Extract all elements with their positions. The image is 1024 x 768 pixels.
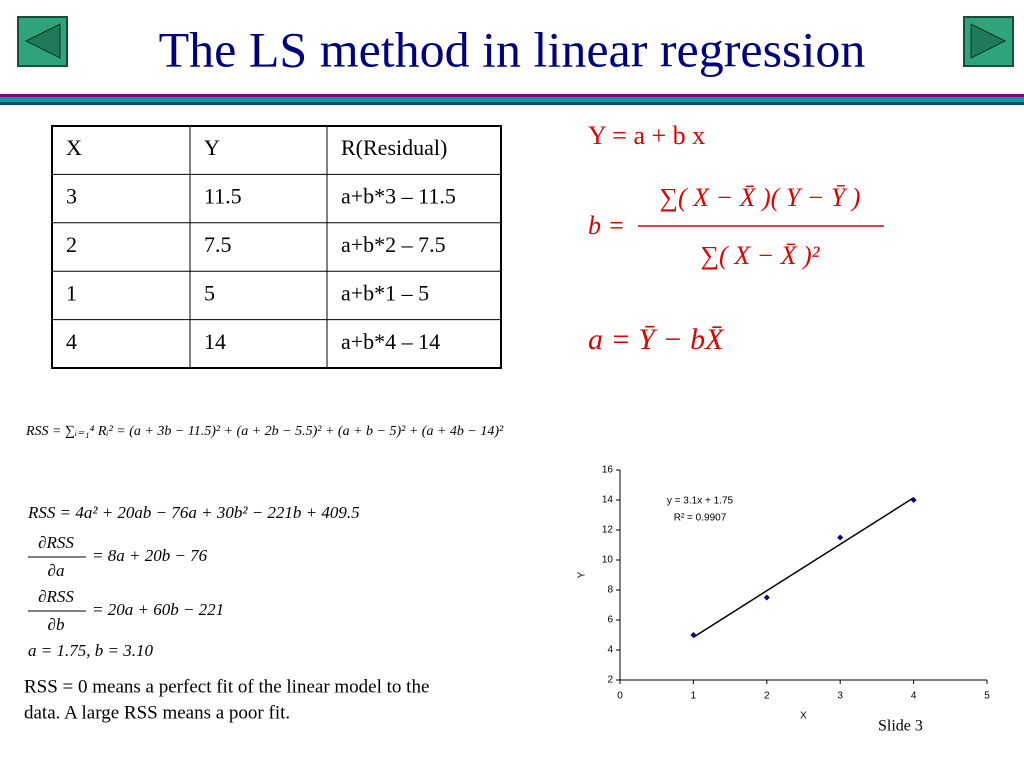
table-header: X bbox=[66, 135, 82, 160]
formula: ∂RSS bbox=[38, 533, 74, 552]
trendline-label: y = 3.1x + 1.75 bbox=[667, 496, 734, 507]
y-tick-label: 12 bbox=[602, 525, 614, 536]
y-axis-label: Y bbox=[577, 571, 588, 578]
table-cell: 11.5 bbox=[204, 184, 242, 209]
y-tick-label: 10 bbox=[602, 555, 614, 566]
formula: ∂RSS bbox=[38, 587, 74, 606]
formula: b = bbox=[588, 211, 625, 240]
table-cell: 14 bbox=[204, 329, 226, 354]
table-cell: 3 bbox=[66, 184, 77, 209]
table-cell: a+b*2 – 7.5 bbox=[341, 232, 446, 257]
formula: ∂a bbox=[48, 561, 65, 580]
y-tick-label: 16 bbox=[602, 465, 614, 476]
table-border bbox=[51, 125, 502, 369]
table-cell: 1 bbox=[66, 280, 77, 305]
title: The LS method in linear regression bbox=[159, 21, 866, 77]
y-tick-label: 8 bbox=[607, 585, 613, 596]
stripe bbox=[0, 97, 1024, 102]
x-tick-label: 3 bbox=[837, 691, 843, 702]
slide-number: Slide 3 bbox=[878, 718, 923, 735]
note: data. A large RSS means a poor fit. bbox=[24, 702, 290, 723]
formula: ∑( X − X̄ )² bbox=[701, 241, 821, 270]
point bbox=[910, 497, 917, 503]
formula: RSS = 4a² + 20ab − 76a + 30b² − 221b + 4… bbox=[27, 503, 360, 522]
table-header: R(Residual) bbox=[341, 135, 447, 160]
table-cell: a+b*1 – 5 bbox=[341, 280, 429, 305]
y-tick-label: 14 bbox=[602, 495, 614, 506]
stripe bbox=[0, 94, 1024, 97]
next-button[interactable] bbox=[963, 16, 1014, 67]
trendline-r2: R² = 0.9907 bbox=[674, 513, 727, 524]
formula: = 20a + 60b − 221 bbox=[92, 600, 224, 619]
formula: a = 1.75, b = 3.10 bbox=[28, 641, 153, 660]
x-tick-label: 0 bbox=[617, 691, 623, 702]
x-axis-label: X bbox=[800, 711, 807, 722]
point bbox=[837, 534, 844, 541]
x-tick-label: 2 bbox=[764, 691, 770, 702]
table-cell: 5 bbox=[204, 280, 215, 305]
x-tick-label: 1 bbox=[691, 691, 697, 702]
stripe bbox=[0, 102, 1024, 105]
point bbox=[763, 594, 770, 601]
formula: Y = a + b x bbox=[588, 121, 705, 150]
table-cell: 7.5 bbox=[204, 232, 232, 257]
table-cell: a+b*3 – 11.5 bbox=[341, 184, 456, 209]
formula: a = Ȳ − bX̄ bbox=[588, 323, 725, 356]
table-cell: a+b*4 – 14 bbox=[341, 329, 440, 354]
formula: RSS = ∑ᵢ₌₁⁴ Rᵢ² = (a + 3b − 11.5)² + (a … bbox=[25, 424, 504, 439]
note: RSS = 0 means a perfect fit of the linea… bbox=[24, 676, 429, 697]
prev-button[interactable] bbox=[17, 16, 68, 67]
table-cell: 4 bbox=[66, 329, 77, 354]
table-cell: 2 bbox=[66, 232, 77, 257]
y-tick-label: 6 bbox=[607, 615, 613, 626]
formula: ∂b bbox=[48, 615, 65, 634]
x-tick-label: 4 bbox=[911, 691, 917, 702]
table-header: Y bbox=[204, 135, 220, 160]
trendline bbox=[692, 497, 915, 638]
formula: ∑( X − X̄ )( Y − Ȳ ) bbox=[660, 183, 861, 212]
point bbox=[690, 632, 697, 638]
formula: = 8a + 20b − 76 bbox=[92, 546, 208, 565]
y-tick-label: 2 bbox=[607, 675, 613, 686]
x-tick-label: 5 bbox=[984, 691, 990, 702]
y-tick-label: 4 bbox=[607, 645, 613, 656]
